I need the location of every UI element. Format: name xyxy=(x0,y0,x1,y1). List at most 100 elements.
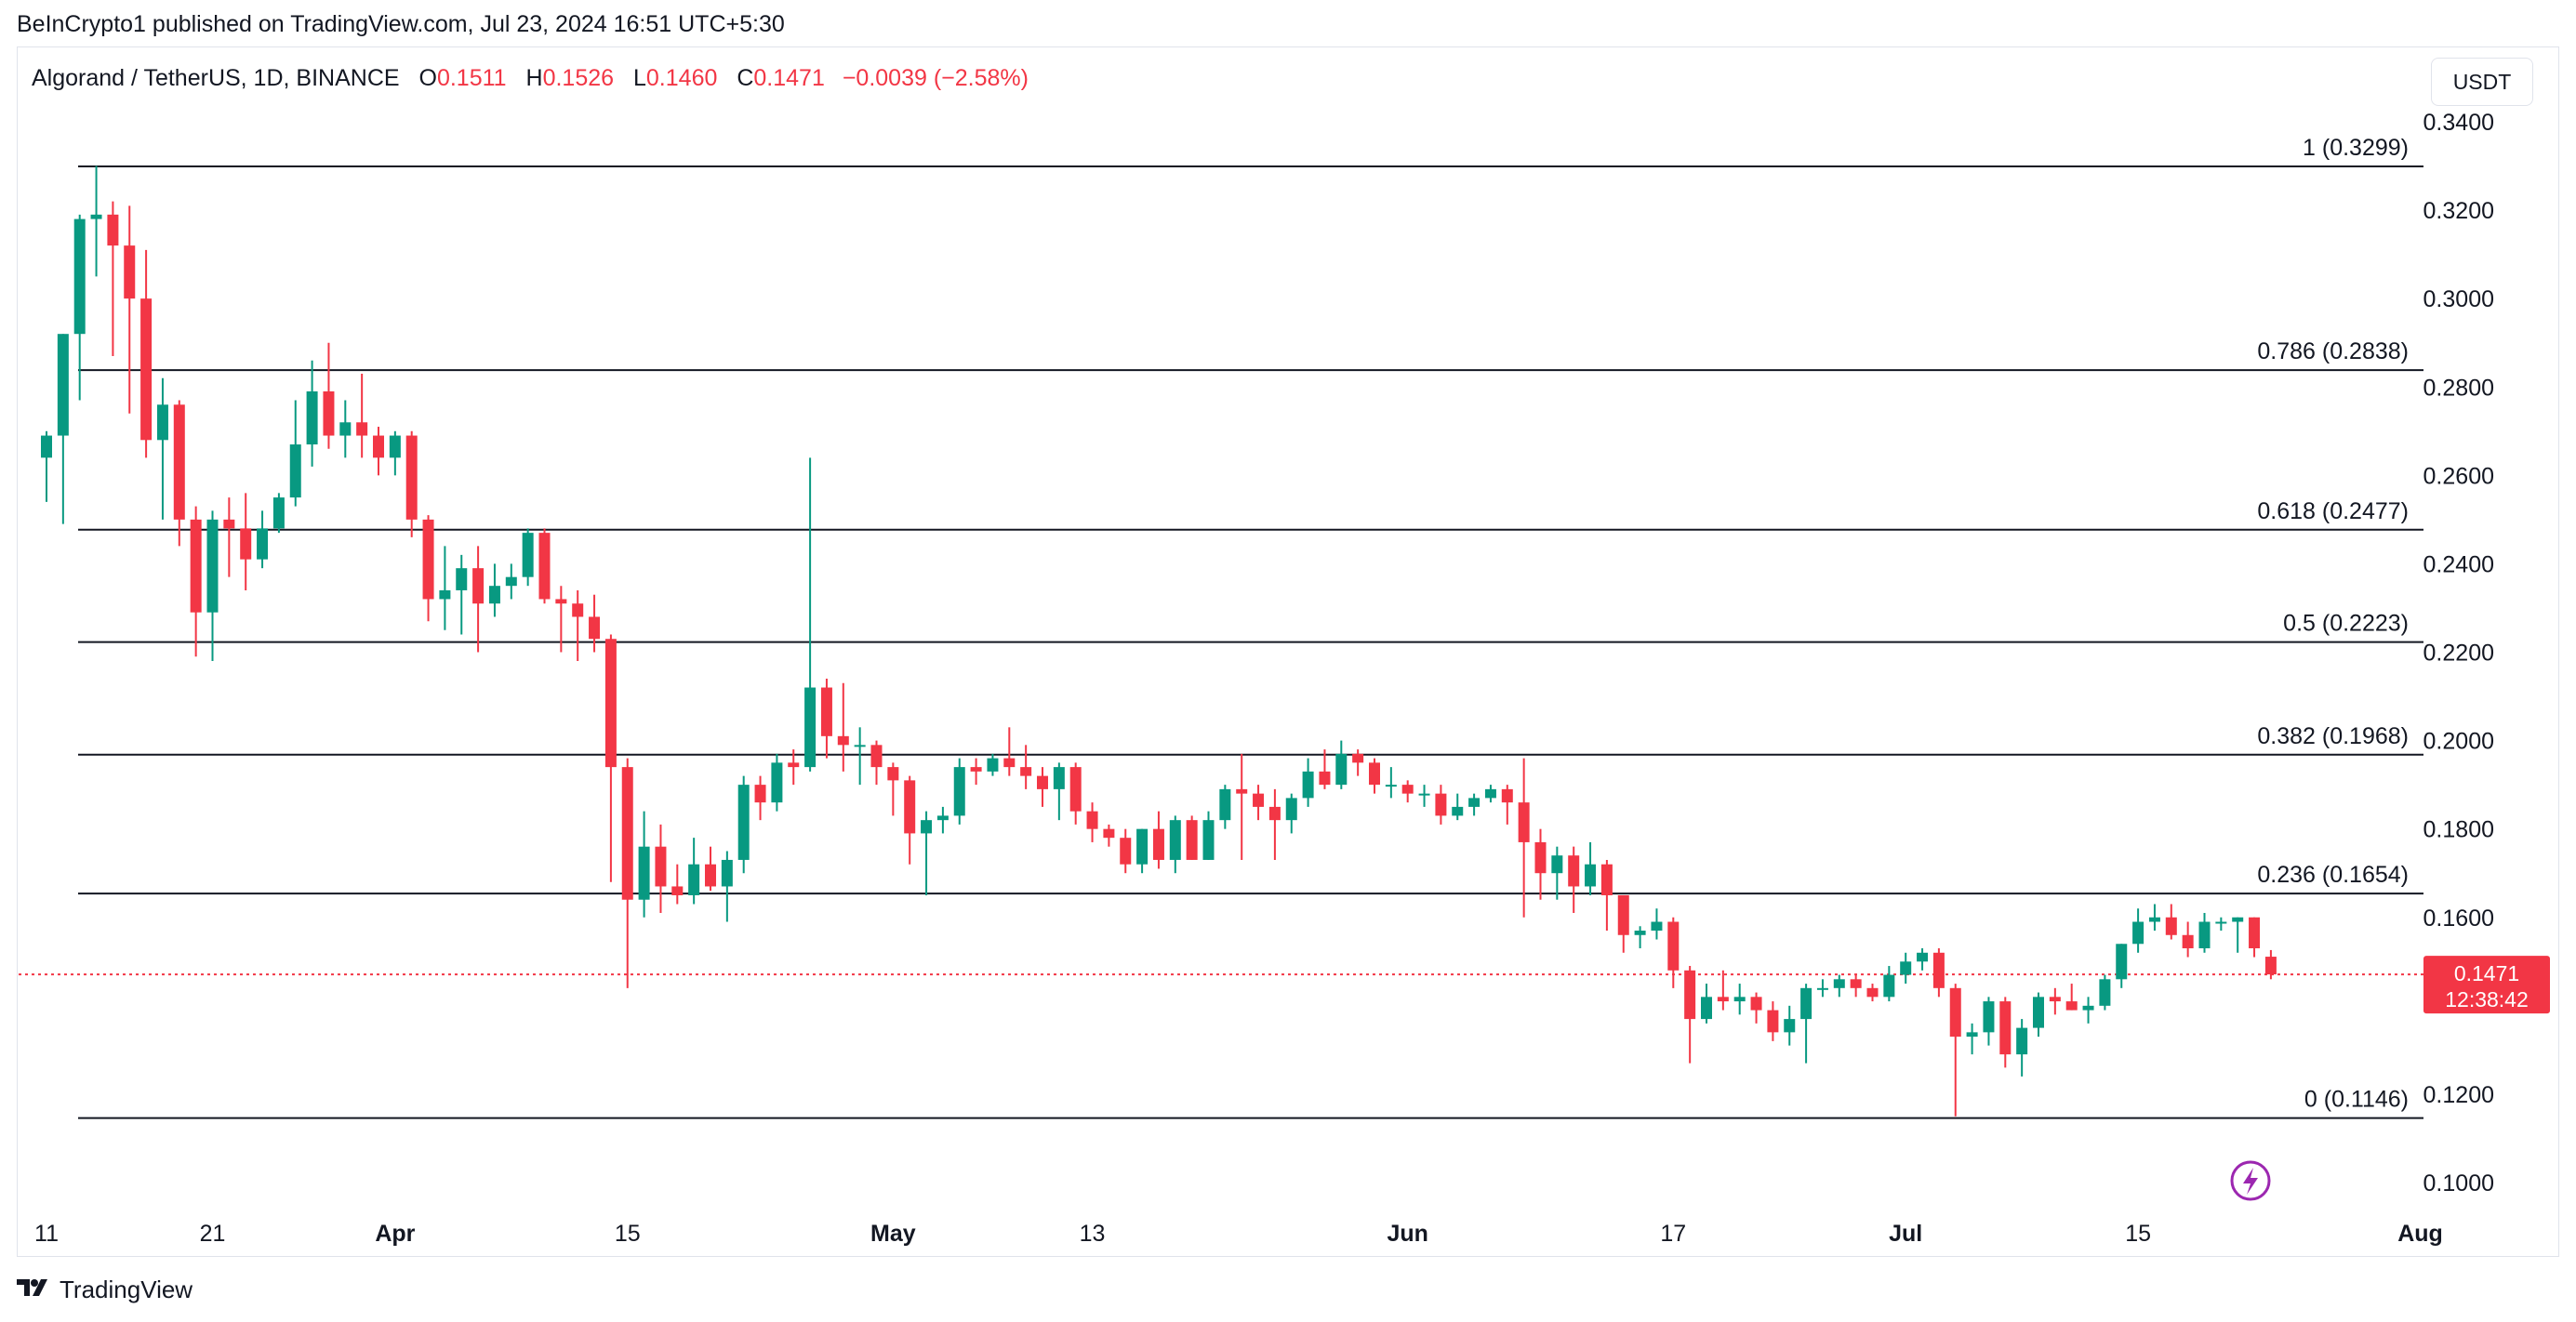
y-tick-label: 0.3200 xyxy=(2423,198,2494,224)
candle-body xyxy=(1866,987,1879,998)
candle-body xyxy=(488,586,500,604)
low-label: L xyxy=(633,65,646,91)
publisher-line: BeInCrypto1 published on TradingView.com… xyxy=(17,11,785,37)
candle-body xyxy=(1086,811,1098,829)
candle-body xyxy=(373,435,384,458)
candle-body xyxy=(1949,987,1961,1038)
candle-body xyxy=(538,533,551,600)
candle-body xyxy=(1053,767,1065,789)
candle-body xyxy=(422,519,434,600)
candle-body xyxy=(289,444,301,498)
candle-body xyxy=(90,214,102,219)
price-tag xyxy=(2423,956,2550,1014)
price-tag-countdown: 12:38:42 xyxy=(2445,987,2529,1011)
candle-body xyxy=(323,391,335,436)
candle-body xyxy=(272,497,285,529)
candle-body xyxy=(1701,997,1712,1020)
candle-body xyxy=(1733,997,1746,1002)
candle-body xyxy=(1352,753,1364,763)
candle-body xyxy=(1518,802,1530,842)
candle-body xyxy=(1003,758,1016,768)
candle-body xyxy=(621,767,633,900)
candle-body xyxy=(2232,917,2244,922)
x-tick-label: 15 xyxy=(2125,1221,2151,1247)
candle-body xyxy=(904,780,916,834)
candle-body xyxy=(887,767,899,781)
candle-body xyxy=(1883,974,1895,998)
candle-body xyxy=(1435,793,1447,816)
x-tick-label: 15 xyxy=(615,1221,641,1247)
candle-body xyxy=(1551,855,1563,874)
candle-body xyxy=(2049,997,2061,1002)
candle-body xyxy=(1600,864,1613,895)
candle-body xyxy=(1900,961,1912,975)
candle-body xyxy=(1983,1001,1995,1033)
candle-body xyxy=(1966,1032,1978,1038)
symbol-legend: Algorand / TetherUS, 1D, BINANCE O0.1511… xyxy=(32,65,1029,92)
candle-body xyxy=(1617,894,1629,935)
candle-body xyxy=(2215,921,2227,924)
candle-body xyxy=(1369,762,1380,786)
candle-body xyxy=(1253,793,1265,807)
candle-body xyxy=(638,846,650,900)
candle-body xyxy=(1932,952,1945,988)
close-value: 0.1471 xyxy=(753,65,825,91)
candle-body xyxy=(1585,864,1597,887)
candle-body xyxy=(2249,917,2261,949)
candle-body xyxy=(1717,997,1729,1002)
candle-body xyxy=(1468,798,1481,807)
y-tick-label: 0.2600 xyxy=(2423,463,2494,489)
y-tick-label: 0.1200 xyxy=(2423,1082,2494,1108)
candle-body xyxy=(1319,771,1331,786)
y-tick-label: 0.3400 xyxy=(2423,110,2494,136)
x-tick-label: 11 xyxy=(34,1221,59,1247)
candle-body xyxy=(1568,855,1580,887)
fib-level-label: 0.618 (0.2477) xyxy=(2257,498,2409,524)
candle-body xyxy=(1684,970,1696,1020)
candle-body xyxy=(1202,820,1215,860)
candle-body xyxy=(1186,820,1198,860)
candle-body xyxy=(2148,917,2160,922)
candle-body xyxy=(1800,987,1812,1020)
candle-body xyxy=(257,528,269,560)
candle-body xyxy=(837,735,849,746)
y-tick-label: 0.1600 xyxy=(2423,906,2494,932)
candle-body xyxy=(1169,820,1181,860)
candle-body xyxy=(2099,979,2111,1006)
candle-body xyxy=(771,762,783,803)
candle-body xyxy=(1335,753,1348,786)
candle-body xyxy=(2016,1027,2028,1055)
candle-body xyxy=(1120,838,1132,865)
candle-body xyxy=(2165,917,2177,935)
candle-body xyxy=(820,687,832,736)
candle-body xyxy=(1850,979,1862,988)
candle-body xyxy=(870,745,883,768)
fib-level-label: 0.786 (0.2838) xyxy=(2257,338,2409,364)
candle-body xyxy=(2065,1001,2078,1011)
candle-body xyxy=(671,886,684,895)
candle-body xyxy=(339,422,352,436)
symbol-name: Algorand / TetherUS, 1D, BINANCE xyxy=(32,65,400,91)
candle-body xyxy=(987,758,999,772)
fib-level-label: 1 (0.3299) xyxy=(2303,135,2409,161)
y-tick-label: 0.3000 xyxy=(2423,286,2494,312)
low-value: 0.1460 xyxy=(645,65,718,91)
candle-body xyxy=(854,745,866,747)
price-tag-value: 0.1471 xyxy=(2454,961,2519,985)
high-value: 0.1526 xyxy=(542,65,615,91)
x-tick-label: Aug xyxy=(2397,1221,2443,1247)
candle-body xyxy=(705,864,716,887)
candle-body xyxy=(1236,788,1248,794)
candle-body xyxy=(57,334,69,436)
lightning-icon[interactable] xyxy=(2230,1160,2271,1201)
candle-body xyxy=(572,603,584,617)
candle-body xyxy=(173,404,185,520)
candle-body xyxy=(1385,785,1397,787)
currency-button[interactable]: USDT xyxy=(2431,58,2533,106)
candle-body xyxy=(240,528,252,560)
fib-level-label: 0.382 (0.1968) xyxy=(2257,723,2409,749)
y-tick-label: 0.2000 xyxy=(2423,729,2494,755)
tradingview-logo[interactable]: TradingView xyxy=(17,1276,193,1304)
y-tick-label: 0.2200 xyxy=(2423,641,2494,667)
